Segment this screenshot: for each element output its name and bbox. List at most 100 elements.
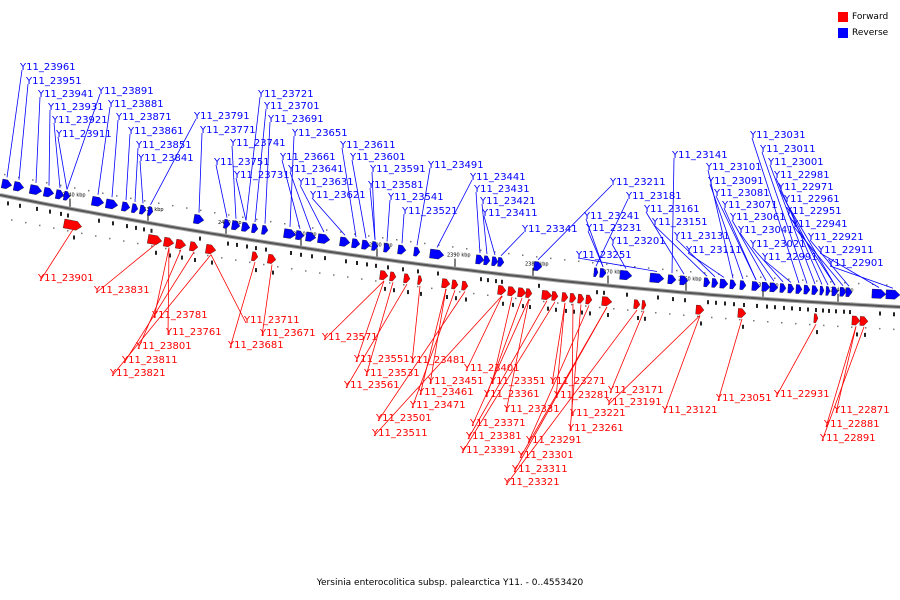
reverse-gene-label: Y11_22901 (827, 258, 884, 269)
track-dot (256, 218, 258, 221)
reverse-gene-label: Y11_23211 (609, 177, 666, 188)
gene-marker (246, 244, 248, 249)
scale-tick-label: 2400 kbp (369, 242, 393, 248)
track-dot (242, 216, 244, 218)
reverse-gene-label-leader (751, 137, 800, 284)
track-dot (690, 271, 692, 273)
forward-gene-arrow (461, 280, 469, 291)
reverse-gene-label-leader (125, 133, 131, 201)
forward-gene-arrow (417, 275, 423, 285)
gene-marker (581, 310, 583, 315)
track-dot (851, 326, 853, 328)
gene-marker (135, 225, 137, 230)
reverse-gene-arrow (825, 286, 831, 296)
track-dot (18, 176, 20, 179)
forward-gene-arrow (403, 273, 411, 284)
gene-marker (807, 307, 809, 312)
forward-gene-label: Y11_23311 (511, 464, 568, 475)
reverse-gene-label: Y11_23151 (651, 217, 708, 228)
forward-gene-label: Y11_23121 (661, 405, 718, 416)
gene-marker (290, 251, 292, 255)
scale-tick-label: 2410 kbp (293, 232, 317, 238)
reverse-gene-label: Y11_23941 (37, 89, 94, 100)
reverse-gene-label: Y11_23601 (349, 152, 406, 163)
track-dot (585, 305, 587, 307)
forward-gene-arrow (389, 271, 397, 282)
reverse-gene-label: Y11_23201 (609, 236, 666, 247)
gene-marker (893, 312, 895, 317)
gene-marker (375, 263, 377, 268)
forward-gene-arrow (641, 300, 647, 310)
reverse-gene-label-leader (35, 96, 41, 183)
gene-marker (19, 203, 21, 208)
gene-marker (345, 259, 347, 264)
forward-gene-label: Y11_23901 (37, 273, 94, 284)
forward-gene-arrow (851, 315, 861, 326)
gene-marker (60, 211, 62, 216)
forward-gene-arrow (163, 236, 175, 247)
reverse-gene-label-leader (231, 145, 237, 219)
reverse-gene-arrow (295, 230, 305, 241)
reverse-gene-label: Y11_22921 (807, 232, 864, 243)
track-dot (494, 251, 496, 253)
track-dot (53, 227, 55, 229)
gene-marker (529, 305, 531, 309)
track-dot (711, 316, 713, 319)
gene-marker (724, 301, 726, 306)
gene-marker (547, 306, 549, 311)
track-dot (830, 281, 832, 283)
reverse-gene-label-leader (585, 218, 604, 267)
reverse-gene-label-leader (707, 169, 734, 279)
track-dot (228, 214, 230, 216)
track-dot (599, 306, 601, 309)
reverse-gene-label: Y11_23341 (521, 224, 578, 235)
track-dot (102, 192, 104, 194)
track-dot (382, 237, 384, 239)
gene-marker (783, 305, 785, 310)
reverse-gene-arrow (703, 277, 711, 288)
track-dot (858, 282, 860, 285)
gene-marker (644, 316, 646, 321)
gene-marker (181, 255, 183, 260)
gene-marker (565, 308, 567, 313)
forward-gene-label: Y11_23481 (409, 355, 466, 366)
track-dot (480, 249, 482, 252)
track-dot (606, 263, 608, 265)
gene-marker (522, 304, 524, 309)
reverse-gene-arrow (751, 281, 761, 291)
reverse-gene-arrow (317, 233, 331, 244)
track-dot (816, 280, 818, 282)
forward-gene-label-leader (825, 326, 857, 428)
gene-marker (501, 279, 503, 284)
track-dot (431, 287, 433, 290)
forward-gene-label-leader (491, 296, 513, 385)
forward-gene-label-leader (775, 323, 817, 398)
track-dot (340, 231, 342, 233)
reverse-gene-label-leader (386, 199, 391, 242)
scale-tick-label: 2360 kbp (678, 277, 702, 283)
reverse-gene-label: Y11_23881 (107, 99, 164, 110)
reverse-gene-arrow (91, 196, 105, 207)
forward-gene-label: Y11_23671 (259, 328, 316, 339)
forward-gene-arrow (62, 218, 82, 231)
reverse-gene-label-leader (785, 201, 836, 286)
reverse-gene-label: Y11_23621 (309, 190, 366, 201)
reverse-gene-label-leader (739, 232, 775, 282)
track-dot (270, 220, 272, 223)
track-dot (109, 237, 111, 240)
forward-gene-label-leader (461, 301, 556, 454)
reverse-gene-label-leader (53, 122, 61, 188)
forward-gene-arrow (541, 290, 553, 300)
forward-gene-label-leader (513, 306, 608, 473)
reverse-gene-label-leader (264, 121, 271, 224)
gene-marker (150, 228, 153, 233)
track-dot (67, 230, 69, 232)
forward-gene-label: Y11_23561 (343, 380, 400, 391)
track-dot (452, 246, 454, 248)
gene-marker (766, 304, 768, 309)
forward-gene-label: Y11_23281 (553, 390, 610, 401)
reverse-gene-arrow (261, 225, 269, 235)
track-dot (249, 261, 251, 264)
reverse-gene-arrow (28, 184, 42, 195)
reverse-gene-label-leader (769, 164, 816, 285)
